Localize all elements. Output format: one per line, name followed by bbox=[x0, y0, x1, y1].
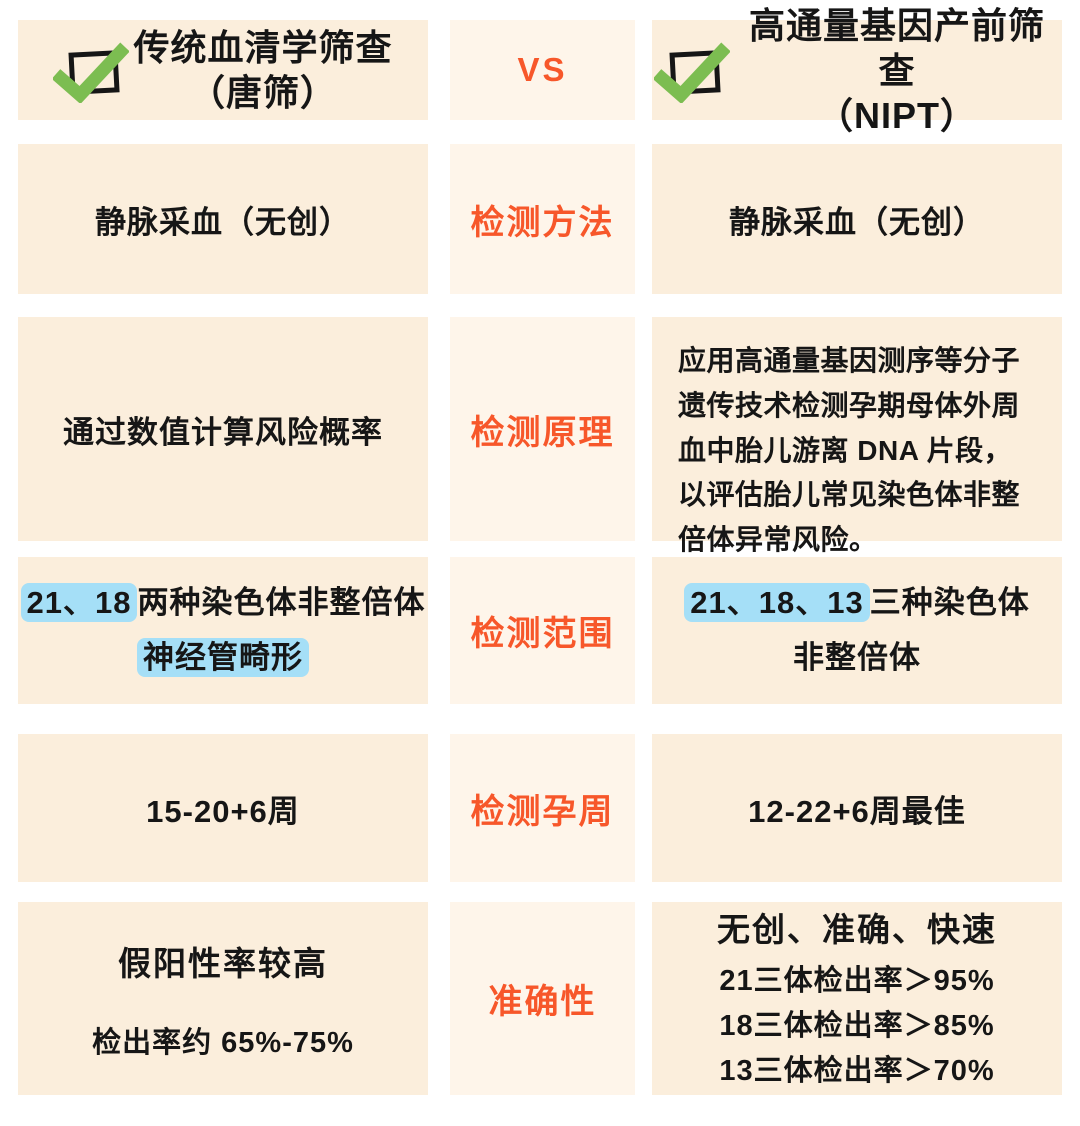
cell-weeks-right: 12-22+6周最佳 bbox=[652, 734, 1062, 882]
accuracy-left-detail: 检出率约 65%-75% bbox=[92, 1026, 354, 1059]
scope-right-line1: 21、18、13 三种染色体 bbox=[684, 583, 1029, 623]
header-right-nipt: 高通量基因产前筛查 （NIPT） bbox=[652, 5, 1062, 136]
left-column-title: 传统血清学筛查 （唐筛） bbox=[133, 25, 392, 115]
cell-principle-left: 通过数值计算风险概率 bbox=[18, 317, 428, 541]
cell-scope-left: 21、18 两种染色体非整倍体 神经管畸形 bbox=[18, 557, 428, 704]
checkbox-checked-icon bbox=[652, 41, 731, 108]
accuracy-rate-t13: 13三体检出率＞70% bbox=[719, 1054, 995, 1087]
row-label-accuracy: 准确性 bbox=[450, 902, 635, 1095]
cell-accuracy-right: 无创、准确、快速 21三体检出率＞95% 18三体检出率＞85% 13三体检出率… bbox=[652, 902, 1062, 1095]
row-method: 静脉采血（无创） 检测方法 静脉采血（无创） bbox=[18, 144, 1062, 294]
left-title-line1: 传统血清学筛查 bbox=[133, 27, 393, 68]
cell-method-right: 静脉采血（无创） bbox=[652, 144, 1062, 294]
accuracy-left-title: 假阳性率较高 bbox=[118, 944, 328, 982]
scope-right-text: 三种染色体 bbox=[869, 585, 1030, 621]
row-label-scope: 检测范围 bbox=[450, 557, 635, 704]
checkbox-checked-icon bbox=[52, 41, 131, 108]
accuracy-rate-t21: 21三体检出率＞95% bbox=[719, 965, 995, 998]
row-label-principle: 检测原理 bbox=[450, 317, 635, 541]
cell-accuracy-left: 假阳性率较高 检出率约 65%-75% bbox=[18, 902, 428, 1095]
row-principle: 通过数值计算风险概率 检测原理 应用高通量基因测序等分子遗传技术检测孕期母体外周… bbox=[18, 317, 1062, 555]
scope-right-highlight: 21、18、13 bbox=[684, 583, 870, 623]
scope-left-text: 两种染色体非整倍体 bbox=[137, 585, 426, 621]
right-title-line2: （NIPT） bbox=[816, 94, 977, 136]
vs-label: VS bbox=[450, 20, 635, 120]
row-label-weeks: 检测孕周 bbox=[450, 734, 635, 882]
row-label-method: 检测方法 bbox=[450, 144, 635, 294]
right-title-line1: 高通量基因产前筛查 bbox=[748, 4, 1045, 91]
cell-weeks-left: 15-20+6周 bbox=[18, 734, 428, 882]
left-title-line2: （唐筛） bbox=[188, 72, 337, 113]
row-accuracy: 假阳性率较高 检出率约 65%-75% 准确性 无创、准确、快速 21三体检出率… bbox=[18, 902, 1062, 1095]
scope-left-highlight: 21、18 bbox=[20, 583, 138, 623]
accuracy-right-title: 无创、准确、快速 bbox=[717, 911, 997, 949]
cell-method-left: 静脉采血（无创） bbox=[18, 144, 428, 294]
header-row: 传统血清学筛查 （唐筛） VS 高通量基因产前筛查 （NIPT） bbox=[18, 5, 1062, 136]
cell-scope-right: 21、18、13 三种染色体 非整倍体 bbox=[652, 557, 1062, 704]
scope-left-line1: 21、18 两种染色体非整倍体 bbox=[20, 583, 426, 623]
accuracy-rate-t18: 18三体检出率＞85% bbox=[719, 1010, 995, 1043]
header-left-tangshai: 传统血清学筛查 （唐筛） bbox=[18, 20, 428, 120]
right-column-title: 高通量基因产前筛查 （NIPT） bbox=[734, 3, 1060, 138]
row-weeks: 15-20+6周 检测孕周 12-22+6周最佳 bbox=[18, 734, 1062, 882]
scope-left-highlight2: 神经管畸形 bbox=[137, 637, 309, 677]
scope-left-line2: 神经管畸形 bbox=[137, 637, 309, 678]
row-scope: 21、18 两种染色体非整倍体 神经管畸形 检测范围 21、18、13 三种染色体 … bbox=[18, 557, 1062, 704]
cell-principle-right: 应用高通量基因测序等分子遗传技术检测孕期母体外周血中胎儿游离 DNA 片段，以评… bbox=[652, 317, 1062, 555]
scope-right-line2: 非整倍体 bbox=[793, 639, 921, 675]
